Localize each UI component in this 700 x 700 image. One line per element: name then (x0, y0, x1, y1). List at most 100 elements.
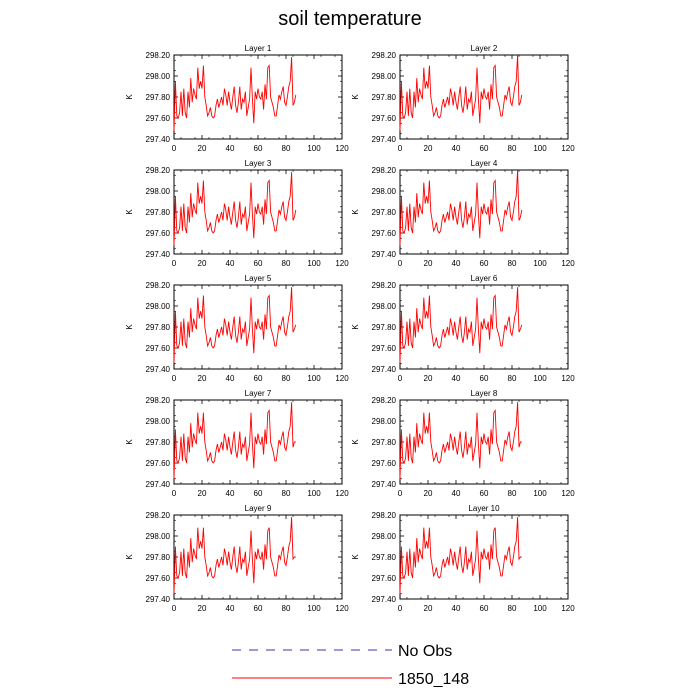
panel-2: Layer 2 0 20 40 60 80 100 120 297.40 297.60 297.80… (351, 44, 575, 153)
panel-title: Layer 2 (471, 44, 498, 53)
y-tick-label: 298.00 (146, 532, 171, 541)
series-line (173, 57, 297, 131)
y-tick-label: 297.80 (372, 93, 397, 102)
x-tick-label: 0 (172, 604, 177, 613)
x-tick-label: 60 (254, 489, 263, 498)
x-tick-label: 100 (533, 489, 547, 498)
x-tick-label: 100 (533, 604, 547, 613)
x-tick-label: 120 (561, 374, 575, 383)
y-tick-label: 298.00 (146, 72, 171, 81)
x-tick-label: 100 (307, 374, 321, 383)
x-tick-label: 80 (282, 374, 291, 383)
series-line (173, 517, 296, 594)
y-axis-label: K (125, 439, 134, 445)
x-tick-label: 60 (254, 259, 263, 268)
plot-frame (173, 169, 343, 255)
x-tick-label: 100 (533, 144, 547, 153)
y-tick-label: 297.80 (146, 553, 171, 562)
x-tick-label: 80 (508, 259, 517, 268)
y-tick-label: 297.60 (372, 459, 397, 468)
panel-8: Layer 8 0 20 40 60 80 100 120 297.40 297.60 297.80… (351, 389, 575, 498)
x-tick-label: 80 (282, 144, 291, 153)
y-axis-label: K (125, 324, 134, 330)
y-tick-label: 297.40 (372, 595, 397, 604)
y-tick-label: 298.20 (372, 396, 397, 405)
y-tick-label: 298.00 (146, 302, 171, 311)
x-tick-label: 120 (335, 604, 349, 613)
x-tick-label: 40 (226, 374, 235, 383)
y-tick-label: 297.40 (146, 480, 171, 489)
x-tick-label: 0 (398, 604, 403, 613)
x-tick-label: 60 (480, 144, 489, 153)
series-line (399, 402, 522, 479)
x-tick-label: 0 (172, 374, 177, 383)
x-tick-label: 80 (508, 489, 517, 498)
x-tick-label: 80 (508, 374, 517, 383)
x-tick-label: 120 (561, 259, 575, 268)
x-tick-label: 100 (307, 259, 321, 268)
x-tick-label: 100 (533, 259, 547, 268)
x-tick-label: 20 (198, 259, 207, 268)
y-tick-label: 297.60 (372, 114, 397, 123)
x-tick-label: 0 (172, 144, 177, 153)
plot-frame (399, 514, 569, 600)
x-tick-label: 40 (452, 144, 461, 153)
x-tick-label: 80 (508, 144, 517, 153)
y-tick-label: 297.80 (372, 553, 397, 562)
panel-4: Layer 4 0 20 40 60 80 100 120 297.40 297.60 297.80… (351, 159, 575, 268)
x-tick-label: 60 (254, 604, 263, 613)
y-axis-label: K (351, 324, 360, 330)
x-tick-label: 40 (452, 489, 461, 498)
panel-3: Layer 3 0 20 40 60 80 100 120 297.40 297.60 297.80… (125, 159, 349, 268)
panel-1: Layer 1 0 20 40 60 80 100 120 297.40 297.60 297.80… (125, 44, 349, 153)
x-tick-label: 40 (226, 144, 235, 153)
y-tick-label: 298.00 (372, 532, 397, 541)
y-tick-label: 297.80 (146, 208, 171, 217)
x-tick-label: 80 (508, 604, 517, 613)
x-tick-label: 80 (282, 489, 291, 498)
x-tick-label: 20 (198, 604, 207, 613)
x-tick-label: 120 (335, 144, 349, 153)
x-tick-label: 80 (282, 259, 291, 268)
y-tick-label: 298.20 (146, 166, 171, 175)
panel-title: Layer 3 (245, 159, 272, 168)
x-tick-label: 0 (172, 259, 177, 268)
y-tick-label: 297.60 (146, 229, 171, 238)
y-tick-label: 297.40 (372, 135, 397, 144)
panel-title: Layer 6 (471, 274, 498, 283)
series-line (399, 287, 523, 363)
y-tick-label: 297.80 (146, 93, 171, 102)
y-axis-label: K (125, 209, 134, 215)
x-tick-label: 100 (307, 489, 321, 498)
y-axis-label: K (351, 94, 360, 100)
x-tick-label: 20 (424, 489, 433, 498)
y-tick-label: 297.40 (146, 250, 171, 259)
y-tick-label: 297.80 (372, 438, 397, 447)
x-tick-label: 40 (452, 604, 461, 613)
x-tick-label: 100 (307, 604, 321, 613)
y-tick-label: 298.20 (146, 281, 171, 290)
legend-label: 1850_148 (398, 671, 469, 688)
x-tick-label: 60 (480, 604, 489, 613)
y-tick-label: 297.80 (146, 323, 171, 332)
y-tick-label: 297.60 (372, 574, 397, 583)
legend: No Obs 1850_148 (232, 643, 469, 688)
x-tick-label: 60 (254, 144, 263, 153)
panel-9: Layer 9 0 20 40 60 80 100 120 297.40 297.60 297.80… (125, 504, 349, 613)
x-tick-label: 0 (172, 489, 177, 498)
x-tick-label: 20 (424, 259, 433, 268)
y-tick-label: 297.40 (372, 365, 397, 374)
x-tick-label: 20 (198, 489, 207, 498)
y-tick-label: 297.60 (146, 574, 171, 583)
x-tick-label: 60 (480, 259, 489, 268)
x-tick-label: 120 (561, 144, 575, 153)
y-tick-label: 298.20 (372, 166, 397, 175)
y-tick-label: 297.40 (146, 135, 171, 144)
x-tick-label: 120 (335, 489, 349, 498)
x-tick-label: 60 (254, 374, 263, 383)
plot-frame (399, 399, 569, 485)
x-tick-label: 120 (561, 489, 575, 498)
panel-7: Layer 7 0 20 40 60 80 100 120 297.40 297.60 297.80… (125, 389, 349, 498)
y-tick-label: 298.20 (372, 51, 397, 60)
